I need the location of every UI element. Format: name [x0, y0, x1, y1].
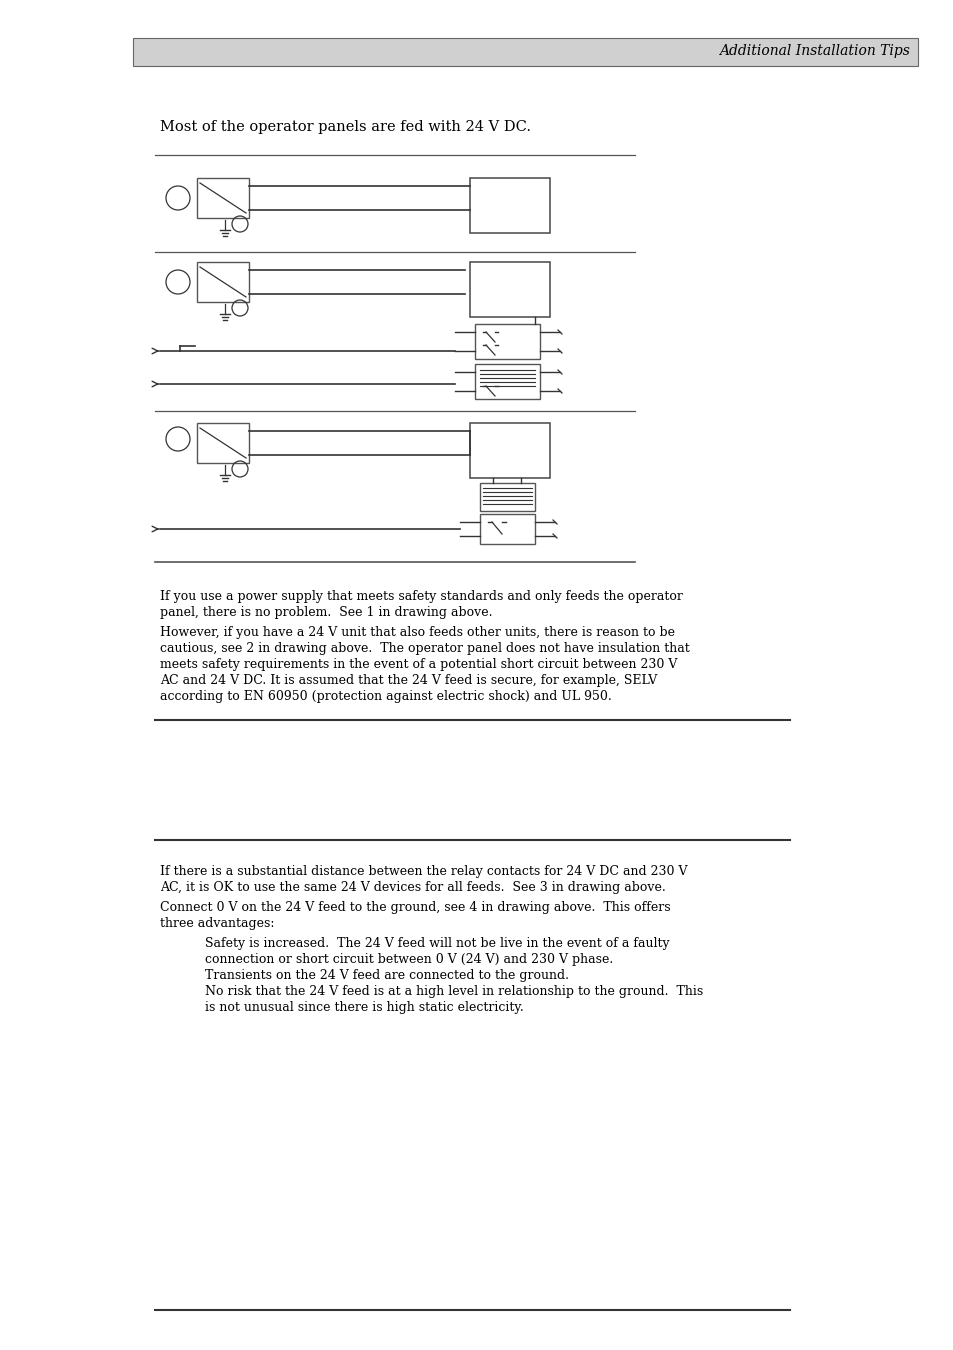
Text: is not unusual since there is high static electricity.: is not unusual since there is high stati… [205, 1000, 523, 1014]
Text: Most of the operator panels are fed with 24 V DC.: Most of the operator panels are fed with… [160, 120, 531, 134]
Text: AC, it is OK to use the same 24 V devices for all feeds.  See 3 in drawing above: AC, it is OK to use the same 24 V device… [160, 882, 665, 894]
Text: three advantages:: three advantages: [160, 917, 274, 930]
Bar [470, 262, 550, 317]
Text: Safety is increased.  The 24 V feed will not be live in the event of a faulty: Safety is increased. The 24 V feed will … [205, 937, 669, 950]
Bar [132, 38, 917, 66]
Text: If you use a power supply that meets safety standards and only feeds the operato: If you use a power supply that meets saf… [160, 590, 682, 603]
Text: cautious, see 2 in drawing above.  The operator panel does not have insulation t: cautious, see 2 in drawing above. The op… [160, 643, 689, 655]
Bar [479, 483, 535, 512]
Text: However, if you have a 24 V unit that also feeds other units, there is reason to: However, if you have a 24 V unit that al… [160, 626, 675, 639]
Text: Additional Installation Tips: Additional Installation Tips [719, 45, 909, 58]
Text: If there is a substantial distance between the relay contacts for 24 V DC and 23: If there is a substantial distance betwe… [160, 865, 687, 878]
Text: meets safety requirements in the event of a potential short circuit between 230 : meets safety requirements in the event o… [160, 657, 677, 671]
Bar [470, 423, 550, 478]
Bar [470, 178, 550, 234]
Bar [196, 178, 249, 217]
Bar [196, 423, 249, 463]
Text: No risk that the 24 V feed is at a high level in relationship to the ground.  Th: No risk that the 24 V feed is at a high … [205, 986, 702, 998]
Bar [475, 364, 539, 400]
Text: AC and 24 V DC. It is assumed that the 24 V feed is secure, for example, SELV: AC and 24 V DC. It is assumed that the 2… [160, 674, 657, 687]
Text: connection or short circuit between 0 V (24 V) and 230 V phase.: connection or short circuit between 0 V … [205, 953, 613, 967]
Text: Transients on the 24 V feed are connected to the ground.: Transients on the 24 V feed are connecte… [205, 969, 568, 981]
Text: according to EN 60950 (protection against electric shock) and UL 950.: according to EN 60950 (protection agains… [160, 690, 611, 703]
Bar [479, 514, 535, 544]
Text: panel, there is no problem.  See 1 in drawing above.: panel, there is no problem. See 1 in dra… [160, 606, 492, 620]
Bar [196, 262, 249, 302]
Text: Connect 0 V on the 24 V feed to the ground, see 4 in drawing above.  This offers: Connect 0 V on the 24 V feed to the grou… [160, 900, 670, 914]
Bar [475, 324, 539, 359]
